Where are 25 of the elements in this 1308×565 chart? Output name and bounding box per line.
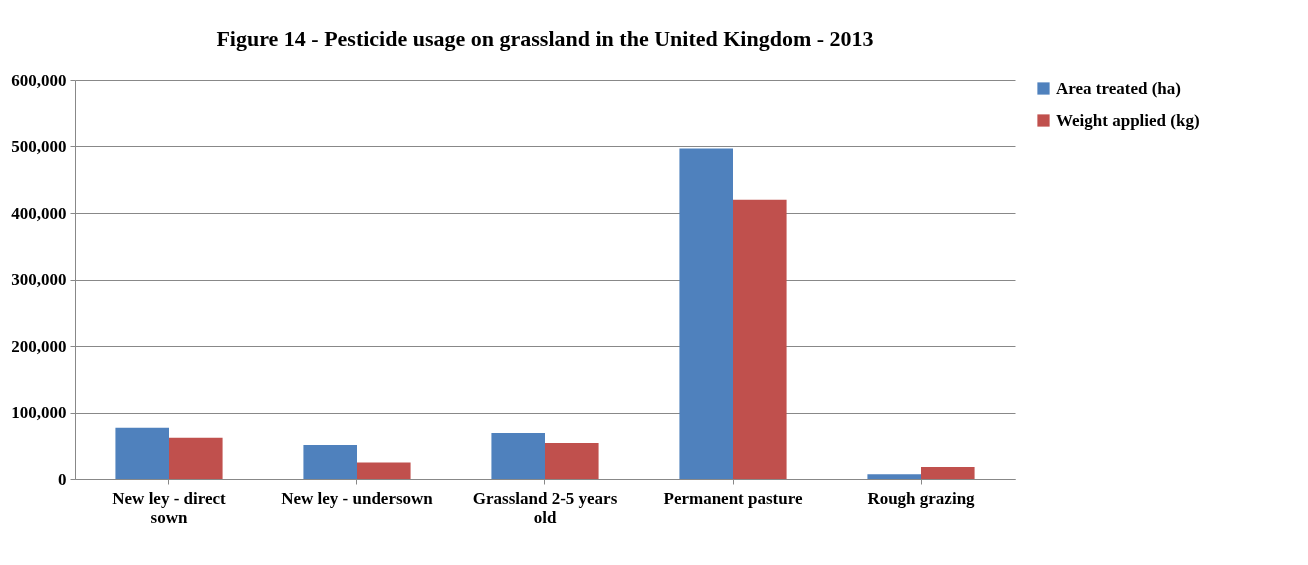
bar (867, 474, 921, 479)
y-tick-label: 0 (58, 469, 67, 489)
bar (357, 462, 411, 479)
x-tick-label: New ley - direct sown (112, 488, 227, 527)
x-tick-label: New ley - undersown (281, 488, 434, 508)
y-tick-label: 300,000 (11, 270, 67, 289)
bar (303, 445, 357, 479)
bar (921, 467, 975, 479)
y-tick-label: 200,000 (11, 336, 67, 356)
bar (679, 148, 733, 479)
y-tick-label: 600,000 (11, 70, 67, 90)
bar (169, 437, 223, 479)
y-tick-label: 500,000 (11, 137, 67, 156)
x-tick-label: Rough grazing (867, 488, 976, 508)
x-tick-label: Permanent pasture (663, 488, 803, 508)
chart-title: Figure 14 - Pesticide usage on grassland in the United Kingdom - 2013 (216, 26, 874, 51)
bar (491, 433, 545, 479)
legend-label: Weight applied (kg) (1056, 110, 1200, 130)
bar (733, 199, 787, 479)
y-tick-label: 100,000 (11, 403, 67, 422)
bar (115, 427, 169, 479)
y-tick-label: 400,000 (11, 203, 67, 223)
legend-label: Area treated (ha) (1056, 78, 1181, 98)
bar (545, 443, 599, 479)
x-tick-label: Grassland 2-5 years old (472, 488, 618, 527)
